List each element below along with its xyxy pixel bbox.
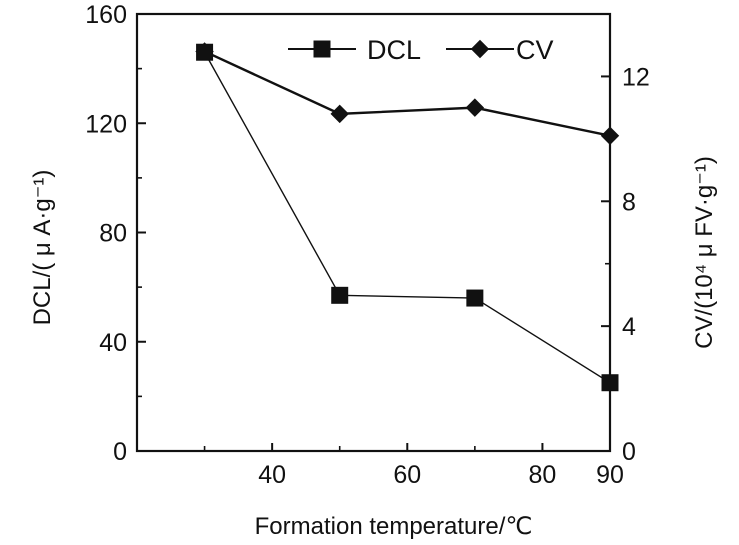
legend: DCL CV xyxy=(288,35,554,65)
plot-border xyxy=(135,12,612,453)
data-point-dcl xyxy=(601,374,619,392)
y-left-tick-label: 80 xyxy=(99,220,127,248)
legend-entry-cv: CV xyxy=(446,35,554,65)
y-left-tick-label: 0 xyxy=(113,438,127,466)
x-tick-label: 60 xyxy=(393,461,421,489)
y-right-tick-label: 8 xyxy=(622,188,636,216)
data-point-cv xyxy=(600,126,620,145)
y-right-tick-label: 0 xyxy=(622,438,636,466)
x-tick-label: 40 xyxy=(258,461,286,489)
series-layer xyxy=(195,42,620,392)
legend-label: CV xyxy=(516,35,554,65)
data-point-cv xyxy=(465,98,485,117)
legend-marker-square xyxy=(313,40,331,58)
series-dcl xyxy=(196,43,619,392)
series-line-cv xyxy=(204,50,611,137)
y-axis-left-title: DCL/( μ A·g⁻¹) xyxy=(29,170,56,326)
y-right-tick-label: 12 xyxy=(622,63,650,91)
y-left-tick-label: 160 xyxy=(85,1,127,29)
data-point-dcl xyxy=(331,286,349,304)
data-point-cv xyxy=(330,104,349,124)
legend-marker-diamond xyxy=(470,39,490,59)
y-left-tick-label: 120 xyxy=(85,110,127,138)
y-axis-right-title: CV/(10⁴ μ FV·g⁻¹) xyxy=(691,156,718,349)
legend-entry-dcl: DCL xyxy=(288,35,421,65)
y-left-tick-label: 40 xyxy=(99,329,127,357)
x-tick-label: 90 xyxy=(596,461,624,489)
series-line-dcl xyxy=(203,51,611,384)
series-cv xyxy=(195,42,620,145)
x-tick-label: 80 xyxy=(529,461,557,489)
legend-label: DCL xyxy=(367,35,421,65)
x-axis-title: Formation temperature/℃ xyxy=(255,513,533,540)
y-axis-right: 0 4 8 12 xyxy=(601,63,650,466)
y-axis-left: 0 40 80 120 160 xyxy=(85,1,146,466)
plot-frame xyxy=(135,12,612,453)
y-right-tick-label: 4 xyxy=(622,313,636,341)
data-point-dcl xyxy=(466,289,484,307)
data-point-cv xyxy=(195,42,214,61)
x-axis: 40 60 80 90 xyxy=(203,443,624,489)
